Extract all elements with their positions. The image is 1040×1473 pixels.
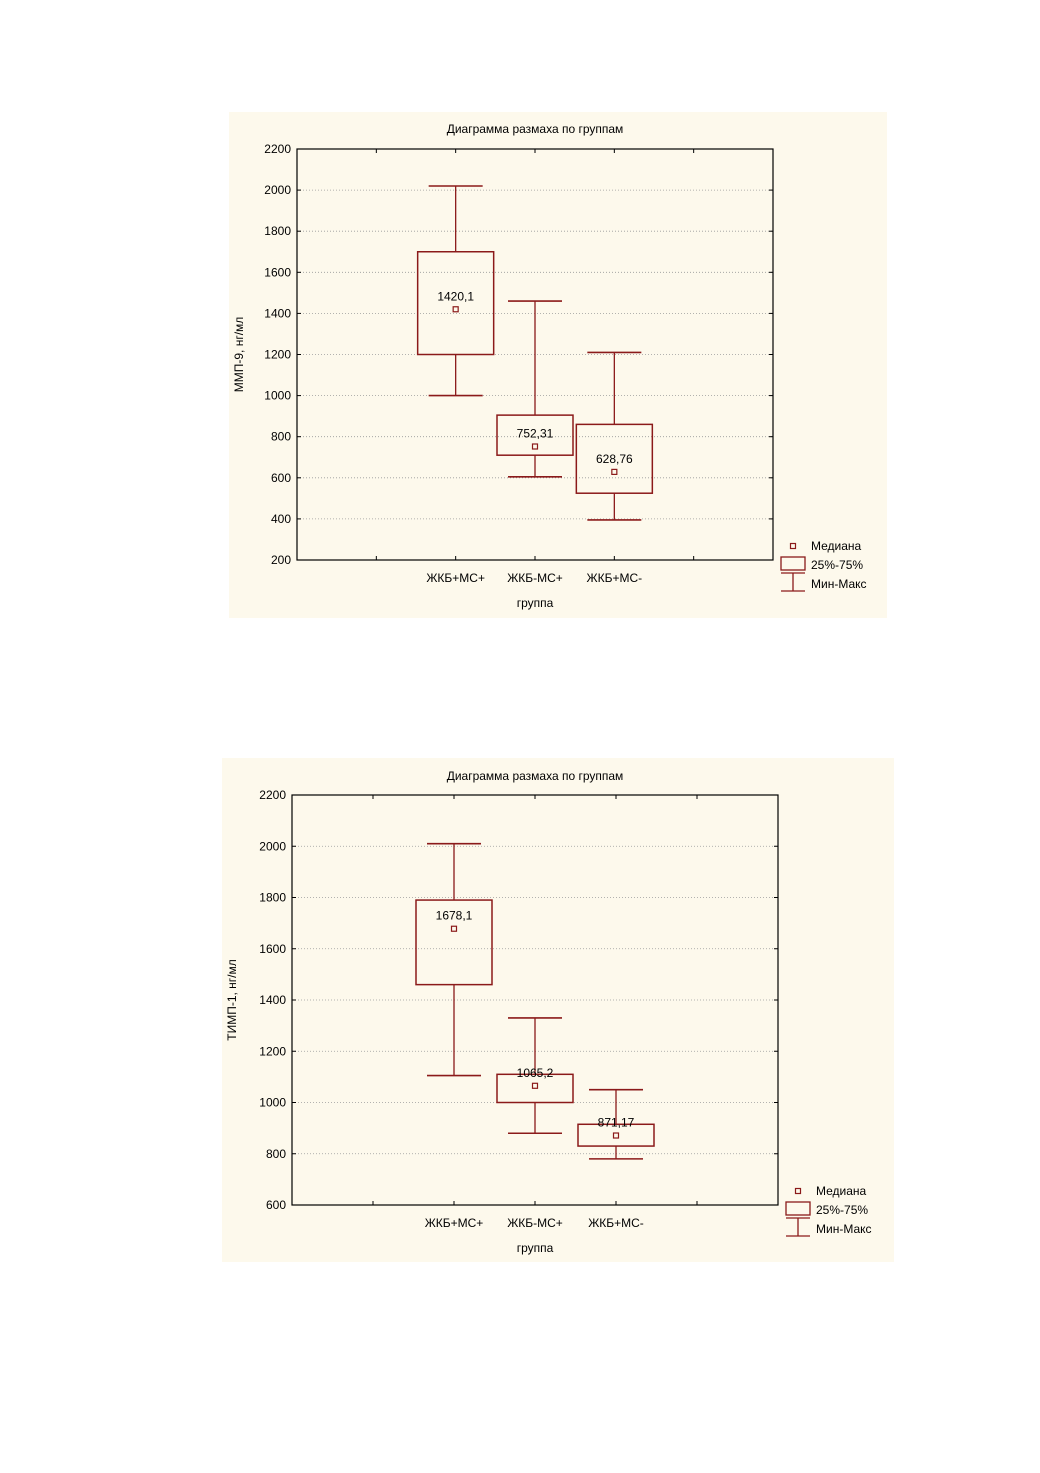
box-group: 628,76 <box>575 351 654 521</box>
median-marker <box>531 443 539 450</box>
x-category-label: ЖКБ+МС- <box>588 1216 644 1230</box>
x-axis-label: группа <box>517 596 554 610</box>
median-marker <box>450 925 458 932</box>
y-tick-label: 1800 <box>264 224 291 238</box>
median-marker <box>452 306 459 313</box>
y-tick-label: 800 <box>266 1147 286 1161</box>
median-label: 1420,1 <box>437 289 474 303</box>
iqr-box <box>415 899 493 986</box>
plot-frame <box>296 148 774 561</box>
median-label: 1065,2 <box>517 1066 554 1080</box>
iqr-box <box>575 423 654 494</box>
x-category-label: ЖКБ+МС+ <box>426 571 485 585</box>
median-marker <box>531 1082 539 1089</box>
box-group: 1420,1 <box>416 185 495 397</box>
y-tick-label: 400 <box>271 512 291 526</box>
legend-median-label: Медиана <box>811 539 862 553</box>
boxplot-panel-mmp9: Диаграмма размаха по группам 200 400 600 800… <box>229 112 887 618</box>
median-marker <box>612 1132 620 1139</box>
iqr-box <box>496 1073 574 1104</box>
y-tick-label: 1000 <box>259 1096 286 1110</box>
boxplot-panel-timp1: Диаграмма размаха по группам 600 800 1000 12… <box>222 758 894 1262</box>
median-label: 871,17 <box>598 1116 635 1130</box>
chart-title: Диаграмма размаха по группам <box>447 122 624 136</box>
y-tick-label: 600 <box>266 1198 286 1212</box>
y-tick-label: 2000 <box>264 183 291 197</box>
legend-median-icon <box>789 542 797 550</box>
box-group: 752,31 <box>496 300 574 478</box>
chart-svg: Диаграмма размаха по группам 600 800 1000 12… <box>225 769 872 1255</box>
iqr-box <box>416 251 495 356</box>
y-tick-label: 1200 <box>264 348 291 362</box>
y-tick-label: 1800 <box>259 891 286 905</box>
legend-minmax-label: Мин-Макс <box>816 1222 872 1236</box>
legend-minmax-label: Мин-Макс <box>811 577 867 591</box>
y-tick-label: 1000 <box>264 389 291 403</box>
x-category-label: ЖКБ-МС+ <box>507 1216 563 1230</box>
box-group: 1065,2 <box>496 1017 574 1135</box>
median-label: 752,31 <box>517 427 554 441</box>
box-group: 1678,1 <box>415 842 493 1077</box>
chart-title: Диаграмма размаха по группам <box>447 769 624 783</box>
median-label: 1678,1 <box>436 909 473 923</box>
y-tick-label: 800 <box>271 430 291 444</box>
legend: Медиана 25%-75% Мин-Макс <box>785 1184 872 1237</box>
y-tick-label: 200 <box>271 553 291 567</box>
y-tick-label: 1400 <box>259 993 286 1007</box>
legend-box-label: 25%-75% <box>816 1203 868 1217</box>
y-tick-label: 1400 <box>264 306 291 320</box>
plot-frame <box>291 794 779 1206</box>
legend: Медиана 25%-75% Мин-Макс <box>780 539 867 592</box>
y-axis-label: ММП-9, нг/мл <box>232 317 246 393</box>
y-tick-label: 1600 <box>259 942 286 956</box>
chart-svg: Диаграмма размаха по группам 200 400 600 800… <box>232 122 867 610</box>
y-axis-label: ТИМП-1, нг/мл <box>225 959 239 1041</box>
median-label: 628,76 <box>596 452 633 466</box>
x-axis-label: группа <box>517 1241 554 1255</box>
legend-box-label: 25%-75% <box>811 558 863 572</box>
x-category-label: ЖКБ+МС+ <box>425 1216 484 1230</box>
iqr-box <box>577 1123 655 1147</box>
box-group: 871,17 <box>577 1088 655 1160</box>
legend-box-icon <box>780 556 806 571</box>
y-tick-label: 1600 <box>264 265 291 279</box>
legend-median-icon <box>794 1187 802 1195</box>
y-tick-label: 2200 <box>259 788 286 802</box>
median-marker <box>611 468 618 475</box>
x-category-label: ЖКБ+МС- <box>587 571 643 585</box>
y-tick-label: 2200 <box>264 142 291 156</box>
x-category-label: ЖКБ-МС+ <box>507 571 563 585</box>
iqr-box <box>496 414 574 456</box>
y-tick-label: 600 <box>271 471 291 485</box>
legend-median-label: Медиана <box>816 1184 867 1198</box>
legend-box-icon <box>785 1201 811 1216</box>
y-tick-label: 2000 <box>259 839 286 853</box>
y-tick-label: 1200 <box>259 1044 286 1058</box>
